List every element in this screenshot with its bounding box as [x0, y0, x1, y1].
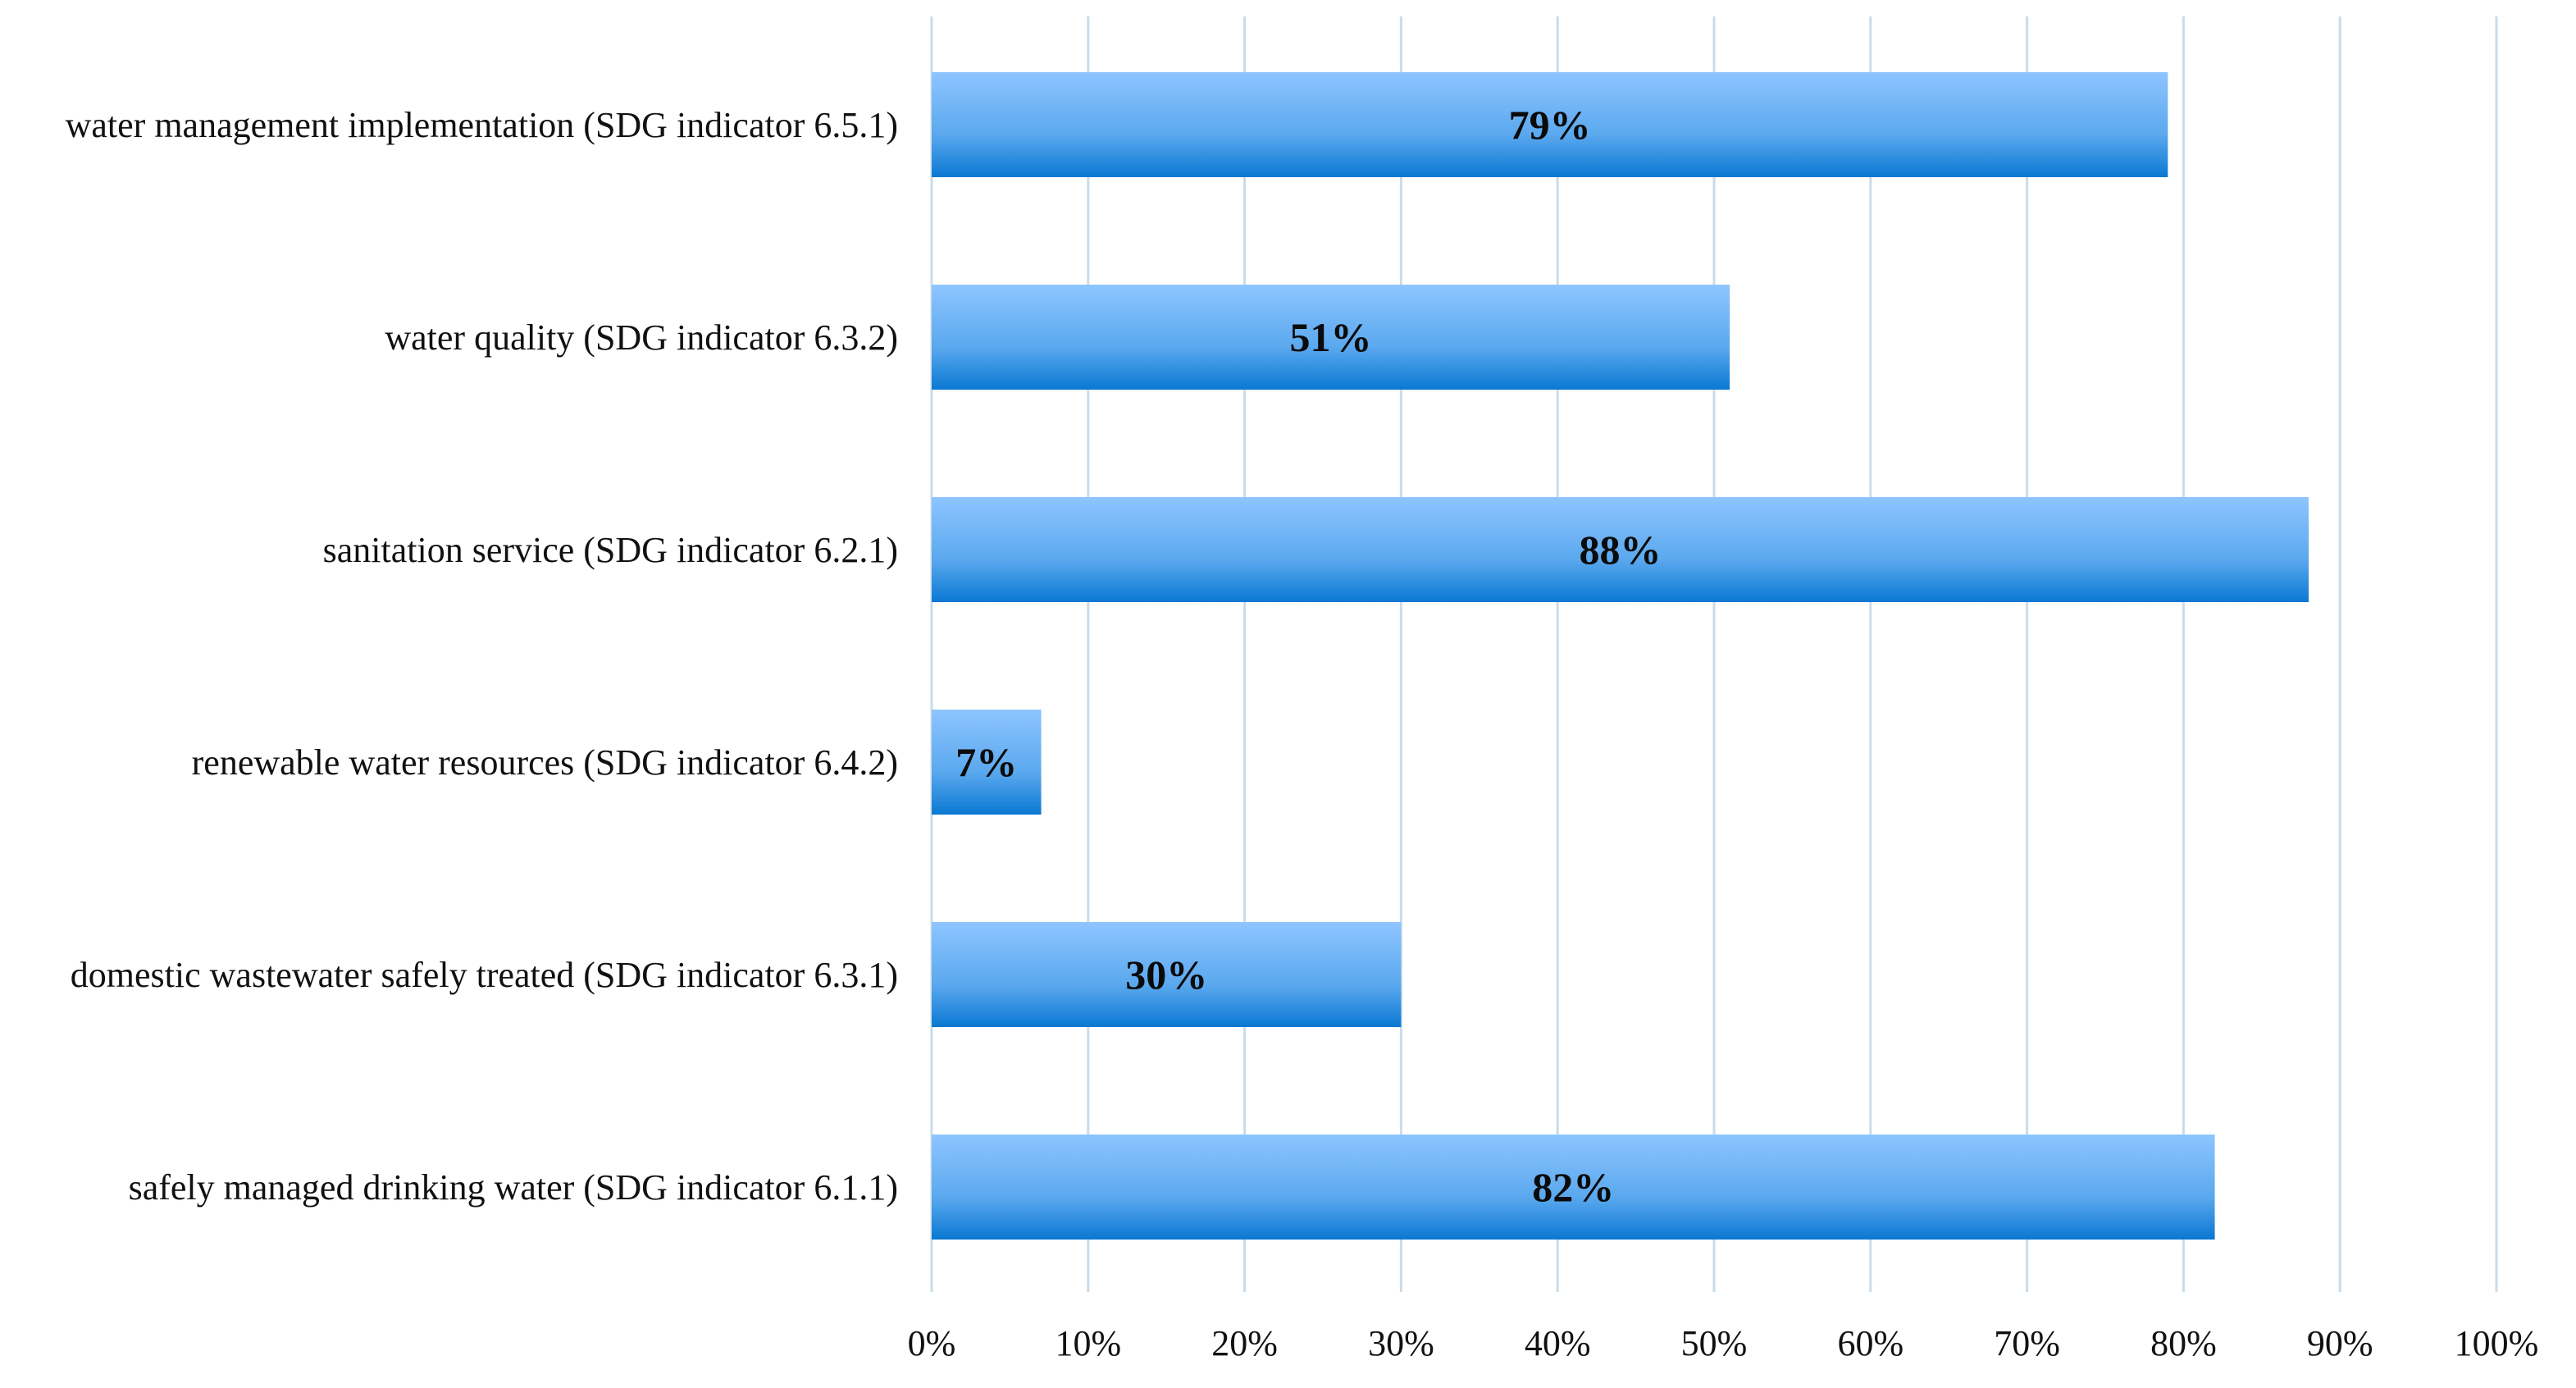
bar: [932, 72, 2168, 177]
category-label: domestic wastewater safely treated (SDG …: [71, 955, 898, 995]
bar: [932, 285, 1730, 390]
x-tick-label: 100%: [2455, 1323, 2539, 1363]
category-label: safely managed drinking water (SDG indic…: [129, 1167, 898, 1208]
bar: [932, 1135, 2215, 1240]
x-tick-label: 90%: [2307, 1323, 2373, 1363]
x-tick-label: 50%: [1681, 1323, 1748, 1363]
bar: [932, 497, 2309, 602]
bar-value-label: 30%: [1125, 952, 1207, 998]
gridlines: [930, 16, 2498, 1292]
category-label: renewable water resources (SDG indicator…: [192, 742, 898, 783]
bar-value-label: 7%: [955, 739, 1017, 785]
x-axis-ticks: 0% 10% 20% 30% 40% 50% 60% 70% 80% 90% 100%: [908, 1323, 2539, 1363]
category-labels: water management implementation (SDG ind…: [66, 105, 898, 1208]
bar-value-label: 82%: [1532, 1164, 1614, 1210]
category-label: sanitation service (SDG indicator 6.2.1): [323, 530, 898, 570]
bars: 79% 51% 88% 7% 30% 82%: [932, 72, 2309, 1240]
x-tick-label: 30%: [1368, 1323, 1434, 1363]
bar-value-label: 79%: [1509, 102, 1591, 148]
x-tick-label: 40%: [1525, 1323, 1591, 1363]
x-tick-label: 60%: [1837, 1323, 1904, 1363]
category-label: water quality (SDG indicator 6.3.2): [385, 317, 898, 358]
x-tick-label: 20%: [1211, 1323, 1278, 1363]
x-tick-label: 80%: [2150, 1323, 2217, 1363]
x-tick-label: 70%: [1994, 1323, 2060, 1363]
bar-value-label: 51%: [1290, 314, 1372, 360]
x-tick-label: 0%: [908, 1323, 956, 1363]
x-tick-label: 10%: [1055, 1323, 1121, 1363]
bar-value-label: 88%: [1580, 527, 1662, 573]
bar: [932, 922, 1402, 1027]
bar: [932, 710, 1042, 815]
category-label: water management implementation (SDG ind…: [66, 105, 898, 145]
